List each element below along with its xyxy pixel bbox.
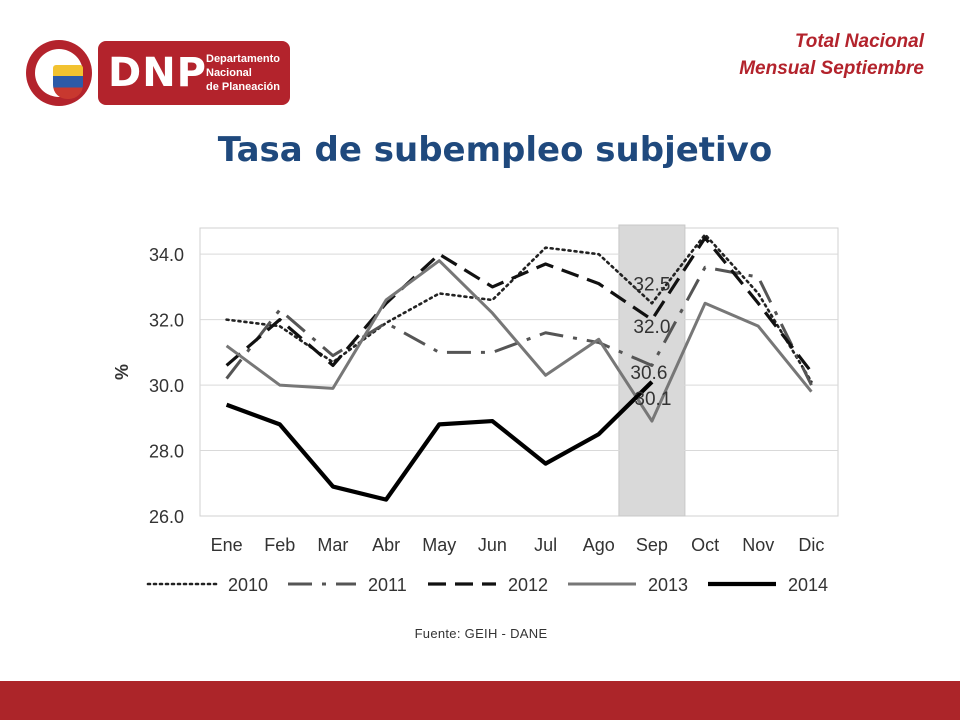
y-tick-label: 34.0	[149, 245, 184, 265]
x-tick-label: Ago	[583, 535, 615, 555]
y-axis-label: %	[112, 364, 132, 380]
plot-area	[199, 227, 839, 517]
legend-label-2011: 2011	[368, 575, 407, 595]
legend-label-2014: 2014	[788, 575, 828, 595]
logo-name-line-2: Nacional	[206, 67, 252, 79]
x-tick-label: Jul	[534, 535, 557, 555]
y-tick-label: 28.0	[149, 442, 184, 462]
logo-acronym: DNP	[108, 50, 207, 96]
x-tick-label: Oct	[691, 535, 719, 555]
x-tick-label: Jun	[478, 535, 507, 555]
series-line-2011	[225, 265, 813, 386]
footer-bar	[0, 681, 960, 720]
series-line-2013	[225, 259, 813, 423]
x-tick-label: Feb	[264, 535, 295, 555]
source-note: Fuente: GEIH - DANE	[414, 626, 548, 641]
data-annotation: 32.5	[633, 275, 670, 296]
logo-name-line-1: Departamento	[206, 53, 280, 65]
legend-label-2013: 2013	[648, 575, 688, 595]
x-tick-label: Nov	[742, 535, 774, 555]
colombia-seal-icon	[26, 40, 92, 106]
legend-label-2012: 2012	[508, 575, 548, 595]
data-annotation: 30.1	[634, 389, 671, 410]
line-chart: 26.0 28.0 30.0 32.0 34.0% Ene Feb Mar Abr May Jun J…	[112, 224, 839, 595]
page-title: Tasa de subempleo subjetivo	[217, 130, 773, 170]
report-scope-line-2: Mensual Septiembre	[739, 58, 924, 79]
series-line-2012	[225, 236, 813, 373]
series-line-2014	[225, 380, 654, 502]
dnp-wordmark: DNP Departamento Nacional de Planeación	[98, 41, 290, 105]
x-tick-label: Ene	[211, 535, 243, 555]
x-tick-label: Mar	[317, 535, 348, 555]
y-tick-label: 30.0	[149, 376, 184, 396]
legend-label-2010: 2010	[228, 575, 268, 595]
y-tick-label: 32.0	[149, 311, 184, 331]
x-tick-label: May	[422, 535, 456, 555]
data-annotation: 32.0	[633, 317, 670, 338]
y-tick-label: 26.0	[149, 507, 184, 527]
logo-name-line-3: de Planeación	[206, 81, 280, 93]
logo-name: Departamento Nacional de Planeación	[206, 52, 280, 94]
x-tick-label: Sep	[636, 535, 668, 555]
dnp-logo: DNP Departamento Nacional de Planeación	[26, 38, 292, 108]
data-annotation: 30.6	[630, 363, 667, 384]
x-tick-label: Abr	[372, 535, 400, 555]
x-tick-label: Dic	[798, 535, 824, 555]
report-scope: Total Nacional Mensual Septiembre	[739, 28, 924, 82]
report-scope-line-1: Total Nacional	[794, 31, 924, 52]
